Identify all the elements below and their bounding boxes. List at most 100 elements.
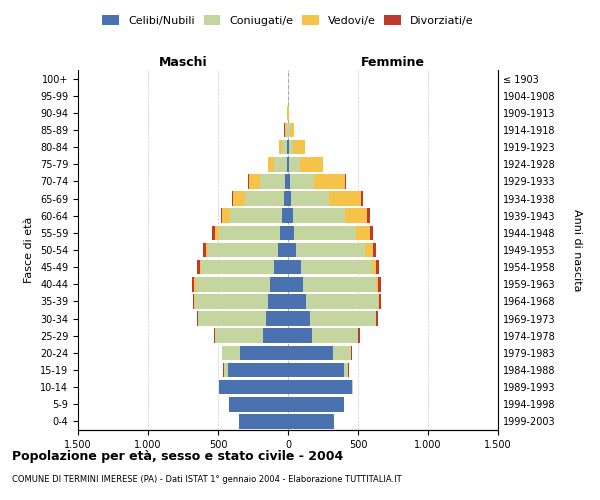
- Bar: [376, 312, 378, 326]
- Bar: [248, 174, 249, 188]
- Bar: [377, 294, 379, 308]
- Bar: [361, 192, 363, 206]
- Bar: [288, 174, 290, 188]
- Bar: [274, 157, 287, 172]
- Bar: [288, 328, 312, 343]
- Bar: [344, 174, 346, 188]
- Bar: [356, 226, 370, 240]
- Bar: [239, 414, 288, 428]
- Bar: [288, 192, 291, 206]
- Bar: [288, 346, 333, 360]
- Text: Popolazione per età, sesso e stato civile - 2004: Popolazione per età, sesso e stato civil…: [12, 450, 343, 463]
- Bar: [288, 312, 310, 326]
- Y-axis label: Anni di nascita: Anni di nascita: [572, 209, 582, 291]
- Bar: [274, 260, 288, 274]
- Bar: [289, 157, 301, 172]
- Bar: [288, 380, 352, 394]
- Bar: [358, 328, 359, 343]
- Bar: [201, 260, 274, 274]
- Bar: [218, 226, 280, 240]
- Legend: Celibi/Nubili, Coniugati/e, Vedovi/e, Divorziati/e: Celibi/Nubili, Coniugati/e, Vedovi/e, Di…: [98, 11, 478, 30]
- Bar: [365, 242, 373, 258]
- Bar: [282, 208, 288, 223]
- Bar: [310, 312, 376, 326]
- Bar: [230, 208, 282, 223]
- Bar: [295, 226, 356, 240]
- Bar: [291, 192, 329, 206]
- Bar: [289, 140, 293, 154]
- Bar: [193, 277, 194, 291]
- Bar: [222, 346, 241, 360]
- Bar: [279, 140, 282, 154]
- Bar: [194, 294, 195, 308]
- Bar: [200, 260, 201, 274]
- Bar: [208, 242, 278, 258]
- Text: Maschi: Maschi: [158, 56, 208, 69]
- Bar: [197, 260, 200, 274]
- Bar: [228, 362, 288, 378]
- Bar: [212, 226, 215, 240]
- Bar: [221, 208, 222, 223]
- Bar: [282, 140, 287, 154]
- Bar: [288, 122, 290, 138]
- Bar: [196, 277, 270, 291]
- Bar: [290, 122, 294, 138]
- Bar: [286, 122, 288, 138]
- Bar: [288, 157, 289, 172]
- Text: COMUNE DI TERMINI IMERESE (PA) - Dati ISTAT 1° gennaio 2004 - Elaborazione TUTTI: COMUNE DI TERMINI IMERESE (PA) - Dati IS…: [12, 475, 401, 484]
- Bar: [245, 192, 284, 206]
- Bar: [333, 346, 351, 360]
- Bar: [314, 174, 344, 188]
- Bar: [312, 328, 358, 343]
- Bar: [203, 242, 206, 258]
- Bar: [288, 397, 344, 411]
- Bar: [224, 362, 228, 378]
- Bar: [233, 192, 245, 206]
- Bar: [280, 226, 288, 240]
- Bar: [206, 242, 208, 258]
- Bar: [284, 122, 286, 138]
- Bar: [229, 397, 288, 411]
- Bar: [241, 346, 288, 360]
- Bar: [288, 414, 334, 428]
- Y-axis label: Fasce di età: Fasce di età: [25, 217, 34, 283]
- Bar: [288, 226, 295, 240]
- Bar: [288, 208, 293, 223]
- Bar: [287, 157, 288, 172]
- Bar: [218, 380, 220, 394]
- Text: Femmine: Femmine: [361, 56, 425, 69]
- Bar: [195, 294, 268, 308]
- Bar: [301, 157, 323, 172]
- Bar: [215, 328, 263, 343]
- Bar: [268, 294, 288, 308]
- Bar: [304, 277, 376, 291]
- Bar: [249, 174, 260, 188]
- Bar: [306, 294, 377, 308]
- Bar: [370, 226, 373, 240]
- Bar: [288, 242, 296, 258]
- Bar: [301, 260, 372, 274]
- Bar: [376, 260, 379, 274]
- Bar: [344, 362, 348, 378]
- Bar: [372, 260, 376, 274]
- Bar: [266, 312, 288, 326]
- Bar: [193, 294, 194, 308]
- Bar: [379, 294, 381, 308]
- Bar: [285, 174, 288, 188]
- Bar: [214, 328, 215, 343]
- Bar: [268, 157, 274, 172]
- Bar: [373, 242, 376, 258]
- Bar: [270, 277, 288, 291]
- Bar: [260, 174, 285, 188]
- Bar: [367, 208, 370, 223]
- Bar: [215, 226, 218, 240]
- Bar: [220, 380, 288, 394]
- Bar: [222, 208, 230, 223]
- Bar: [293, 140, 305, 154]
- Bar: [293, 208, 344, 223]
- Bar: [232, 192, 233, 206]
- Bar: [199, 312, 266, 326]
- Bar: [290, 174, 314, 188]
- Bar: [376, 277, 379, 291]
- Bar: [284, 192, 288, 206]
